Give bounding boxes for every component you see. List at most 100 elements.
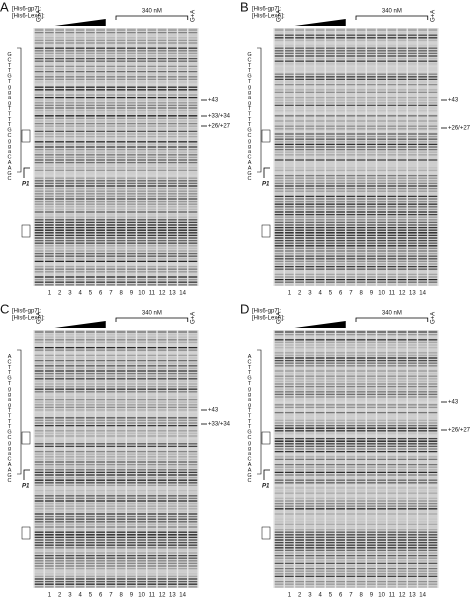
- bracket: [115, 317, 189, 322]
- sequence: GCTTGTggagTTTTGCggaCAAGC: [7, 52, 13, 182]
- panel-letter: A: [0, 0, 9, 14]
- panel-letter: D: [240, 301, 249, 316]
- promoter-arrow: [263, 167, 270, 178]
- lane-number: 11: [149, 593, 156, 599]
- lane-number: 14: [179, 291, 186, 297]
- annotation-label: +26/+27: [448, 126, 471, 132]
- sequence-bracket: [17, 349, 22, 475]
- lane-number: 9: [130, 593, 134, 599]
- sequence-bracket: [257, 349, 262, 475]
- lane-number: 13: [409, 593, 416, 599]
- sequence-bracket: [17, 47, 22, 173]
- lane-label: G+A: [190, 312, 196, 324]
- lane-number: 10: [378, 593, 385, 599]
- lane-number: 2: [58, 291, 62, 297]
- lane-number: 3: [68, 593, 72, 599]
- lane-number: 7: [109, 291, 113, 297]
- lane-number: 1: [288, 593, 292, 599]
- region-box: [261, 129, 271, 143]
- sequence: ACTTGTggagTTTTGCggaCAAGC: [7, 354, 13, 484]
- lane-number: 13: [169, 593, 176, 599]
- lane-number: 12: [399, 593, 406, 599]
- annotation-label: +43: [208, 98, 219, 104]
- lane-label: G+A: [430, 312, 436, 324]
- lane-number: 5: [329, 291, 333, 297]
- lane-number: 4: [78, 291, 82, 297]
- lane-number: 11: [389, 291, 396, 297]
- lane-number: 12: [159, 593, 166, 599]
- concentration-wedge: [294, 19, 346, 26]
- region-box: [21, 431, 31, 445]
- lane-number: 5: [329, 593, 333, 599]
- lane-number: 10: [138, 593, 145, 599]
- lane-label: G+A: [277, 312, 283, 324]
- header-label: [His6-LexA]:: [252, 316, 285, 322]
- lane-number: 11: [149, 291, 156, 297]
- lane-number: 9: [130, 291, 134, 297]
- lane-number: 8: [119, 291, 123, 297]
- lane-number: 2: [58, 593, 62, 599]
- lane-number: 5: [89, 291, 93, 297]
- region-box: [261, 224, 271, 238]
- header-label: [His6-gp7]:: [12, 7, 41, 13]
- concentration-label: 340 nM: [382, 9, 402, 15]
- lane-number: 10: [138, 291, 145, 297]
- concentration-label: 340 nM: [142, 9, 162, 15]
- lane-label: G+A: [430, 10, 436, 22]
- lane-number: 11: [389, 593, 396, 599]
- lane-label: G+A: [277, 10, 283, 22]
- region-box: [21, 224, 31, 238]
- lane-number: 3: [68, 291, 72, 297]
- annotation-label: +26/+27: [208, 124, 231, 130]
- header-label: [His6-LexA]:: [12, 316, 45, 322]
- promoter-label: P1: [262, 182, 270, 188]
- lane-number: 4: [318, 593, 322, 599]
- sequence: GCTTGTggagTTTTGCggaCAAGC: [247, 52, 253, 182]
- promoter-arrow: [23, 167, 30, 178]
- lane-number: 6: [99, 593, 103, 599]
- promoter-label: P1: [22, 484, 30, 490]
- lane-number: 7: [349, 291, 353, 297]
- lane-number: 7: [349, 593, 353, 599]
- lane-number: 6: [339, 291, 343, 297]
- lane-number: 12: [159, 291, 166, 297]
- bracket: [355, 15, 429, 20]
- lane-number: 14: [419, 593, 426, 599]
- concentration-label: 340 nM: [142, 311, 162, 317]
- promoter-label: P1: [22, 182, 30, 188]
- lane-number: 10: [378, 291, 385, 297]
- panel-letter: C: [0, 301, 9, 316]
- lane-number: 12: [399, 291, 406, 297]
- region-box: [261, 526, 271, 540]
- annotation-label: +33/+34: [208, 114, 231, 120]
- lane-number: 14: [179, 593, 186, 599]
- lane-number: 2: [298, 291, 302, 297]
- header-label: [His6-LexA]:: [12, 14, 45, 20]
- annotation-label: +26/+27: [448, 428, 471, 434]
- annotation-label: +43: [448, 98, 459, 104]
- header-label: [His6-gp7]:: [252, 309, 281, 315]
- region-box: [21, 129, 31, 143]
- annotation-label: +33/+34: [208, 422, 231, 428]
- lane-number: 1: [48, 593, 52, 599]
- header-label: [His6-gp7]:: [12, 309, 41, 315]
- lane-number: 9: [370, 593, 374, 599]
- promoter-arrow: [23, 469, 30, 480]
- concentration-label: 340 nM: [382, 311, 402, 317]
- header-label: [His6-gp7]:: [252, 7, 281, 13]
- lane-number: 8: [359, 593, 363, 599]
- promoter-label: P1: [262, 484, 270, 490]
- lane-number: 5: [89, 593, 93, 599]
- bracket: [115, 15, 189, 20]
- annotation-label: +43: [448, 400, 459, 406]
- lane-number: 4: [318, 291, 322, 297]
- region-box: [261, 431, 271, 445]
- bracket: [355, 317, 429, 322]
- lane-number: 6: [99, 291, 103, 297]
- concentration-wedge: [294, 321, 346, 328]
- lane-number: 13: [169, 291, 176, 297]
